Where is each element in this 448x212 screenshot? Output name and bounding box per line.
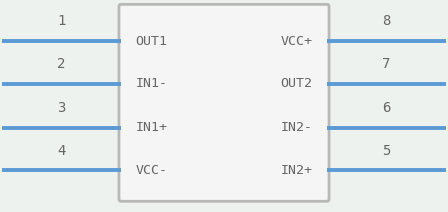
Text: 7: 7 (382, 57, 391, 71)
Text: 8: 8 (382, 14, 391, 28)
Text: VCC-: VCC- (135, 164, 168, 177)
FancyBboxPatch shape (119, 4, 329, 201)
Text: IN1-: IN1- (135, 77, 168, 90)
Text: IN1+: IN1+ (135, 121, 168, 134)
Text: 1: 1 (57, 14, 66, 28)
Text: IN2+: IN2+ (280, 164, 313, 177)
Text: 5: 5 (382, 144, 391, 158)
Text: OUT1: OUT1 (135, 35, 168, 47)
Text: 3: 3 (57, 101, 66, 115)
Text: 4: 4 (57, 144, 66, 158)
Text: 6: 6 (382, 101, 391, 115)
Text: VCC+: VCC+ (280, 35, 313, 47)
Text: IN2-: IN2- (280, 121, 313, 134)
Text: 2: 2 (57, 57, 66, 71)
Text: OUT2: OUT2 (280, 77, 313, 90)
